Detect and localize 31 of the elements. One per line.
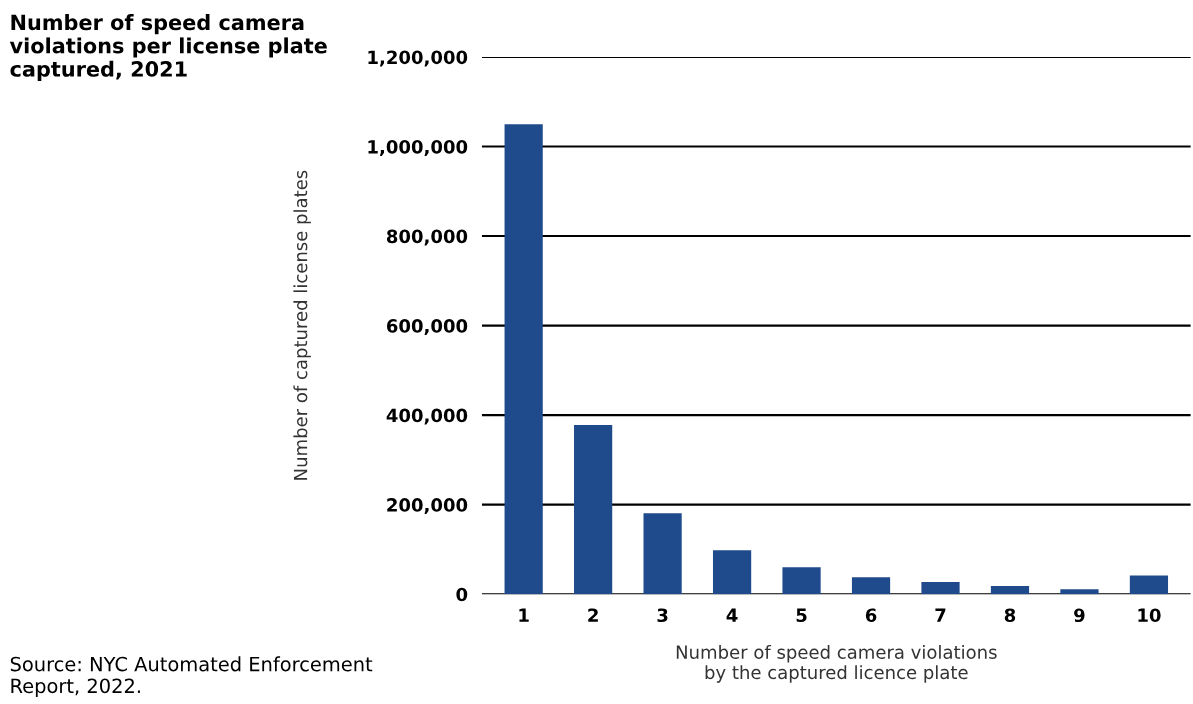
bar [851, 577, 891, 595]
x-tick-label: 3 [657, 608, 668, 623]
x-tick-label: 8 [1004, 608, 1016, 623]
y-axis-title: Number of captured license plates [293, 170, 311, 480]
bar [504, 124, 543, 595]
bar [990, 586, 1030, 595]
y-tick-label: 600,000 [386, 319, 468, 336]
x-axis-title: Number of speed camera violations by the captured licence plate [676, 644, 997, 683]
x-tick-label: 5 [796, 608, 807, 623]
bar [574, 424, 613, 595]
text: Number of speed camera violations per license plate captured, 2021 [9, 14, 327, 81]
x-tick-label: 4 [726, 608, 738, 622]
y-tick-label: 200,000 [387, 498, 468, 515]
bar [1060, 589, 1099, 595]
x-tick-label: 1 [519, 608, 529, 622]
x-tick-label: 7 [935, 608, 946, 622]
bar [643, 513, 682, 595]
bar [712, 550, 752, 595]
x-tick-label: 9 [1074, 608, 1085, 623]
y-tick-label: 800,000 [386, 229, 468, 246]
y-tick-label: 400,000 [386, 408, 468, 425]
bar [1129, 575, 1169, 595]
y-tick-label: 0 [456, 587, 468, 602]
x-tick-label: 10 [1138, 608, 1161, 623]
y-tick-label: 1,200,000 [368, 50, 468, 67]
y-tick-label: 1,000,000 [368, 140, 468, 156]
source-note: Source: NYC Automated Enforcement Report, 2022. [10, 656, 373, 697]
bar [921, 582, 960, 595]
x-tick-label: 2 [588, 608, 598, 622]
bar [782, 567, 821, 595]
x-tick-label: 6 [865, 608, 877, 623]
